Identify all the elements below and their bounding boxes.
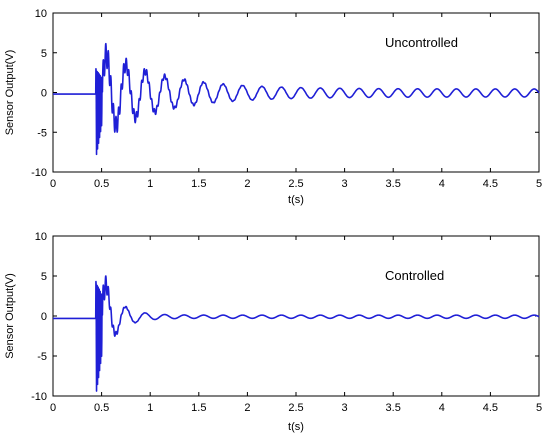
chart-2-x-axis-label: t(s)	[288, 421, 304, 433]
chart-2-x-tick-label: 0.5	[94, 402, 109, 414]
chart-1-y-axis-label: Sensor Output(V)	[4, 50, 16, 136]
chart-2-y-axis-label: Sensor Output(V)	[4, 273, 16, 359]
chart-2-annotation: Controlled	[385, 268, 444, 283]
chart-2-x-tick-label: 4.5	[483, 402, 498, 414]
chart-2-y-tick-label: -5	[37, 351, 47, 363]
chart-2-x-tick-label: 5	[536, 402, 542, 414]
chart-2-x-tick-label: 3	[342, 402, 348, 414]
chart-1-x-tick-label: 4.5	[483, 178, 498, 190]
chart-2-x-tick-label: 3.5	[386, 402, 401, 414]
chart-1-x-tick-label: 2.5	[288, 178, 303, 190]
chart-2-x-tick-label: 1	[147, 402, 153, 414]
chart-1-y-tick-label: -10	[31, 167, 47, 179]
chart-1-x-tick-label: 1.5	[191, 178, 206, 190]
chart-2-y-tick-label: -10	[31, 391, 47, 403]
chart-2-x-tick-label: 1.5	[191, 402, 206, 414]
chart-1-x-axis-label: t(s)	[288, 194, 304, 206]
chart-1-x-tick-label: 2	[244, 178, 250, 190]
chart-1-y-tick-label: -5	[37, 127, 47, 139]
chart-2-y-tick-label: 0	[41, 311, 47, 323]
chart-1-x-tick-label: 0.5	[94, 178, 109, 190]
chart-1-annotation: Uncontrolled	[385, 35, 458, 50]
chart-1-x-tick-label: 0	[50, 178, 56, 190]
chart-1-series-line	[52, 42, 540, 156]
chart-1-x-tick-label: 5	[536, 178, 542, 190]
chart-2-x-tick-label: 0	[50, 402, 56, 414]
chart-2-x-tick-label: 4	[439, 402, 445, 414]
chart-1-x-tick-label: 3.5	[386, 178, 401, 190]
chart-2-series-line	[52, 275, 540, 392]
chart-2-x-tick-label: 2.5	[288, 402, 303, 414]
chart-2-y-tick-label: 10	[35, 231, 47, 243]
chart-2-y-tick-label: 5	[41, 271, 47, 283]
chart-1-y-tick-label: 0	[41, 88, 47, 100]
chart-1-y-tick-label: 5	[41, 48, 47, 60]
chart-1-x-tick-label: 4	[439, 178, 445, 190]
chart-1-x-tick-label: 1	[147, 178, 153, 190]
chart-1-x-tick-label: 3	[342, 178, 348, 190]
chart-1-y-tick-label: 10	[35, 8, 47, 20]
chart-2-x-tick-label: 2	[244, 402, 250, 414]
